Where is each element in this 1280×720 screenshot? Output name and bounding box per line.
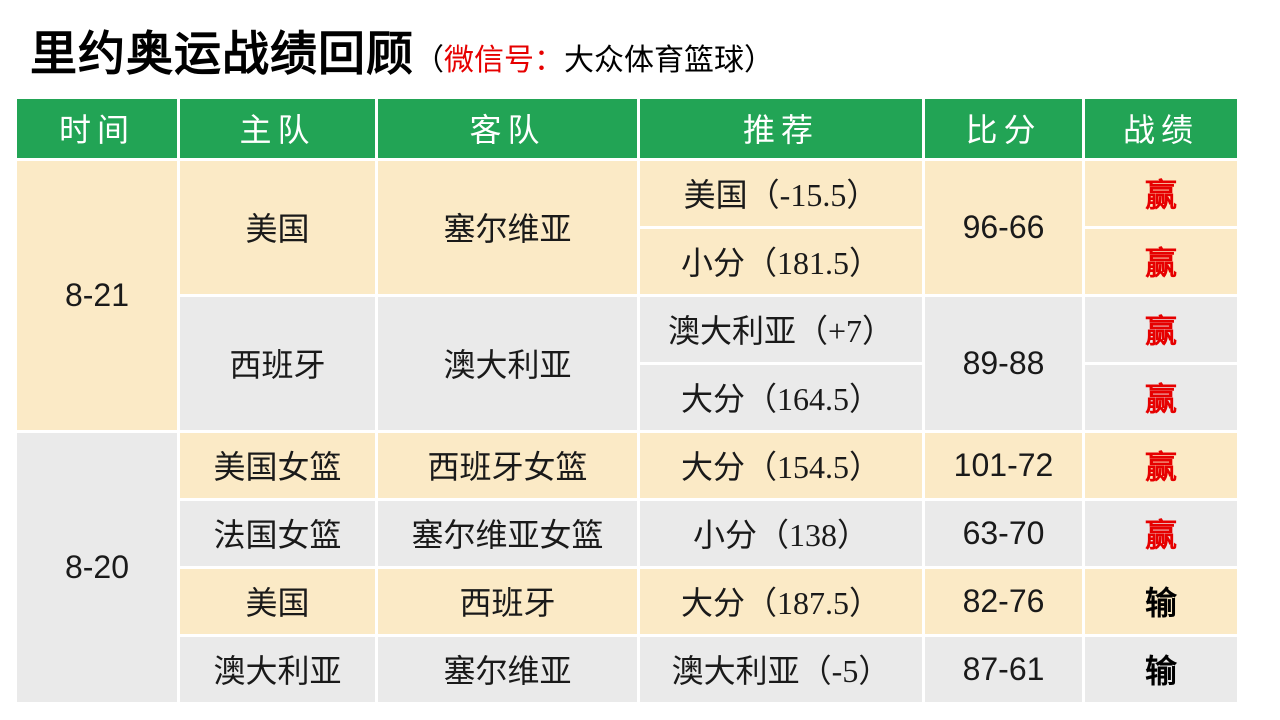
tip-cell: 澳大利亚（-5） [637,633,925,705]
away-cell: 澳大利亚 [375,293,640,433]
home-cell: 美国 [177,565,378,637]
page-title: 里约奥运战绩回顾（微信号：大众体育篮球） [30,29,1280,82]
result-cell: 赢 [1082,293,1240,365]
results-table: 时间 主队 客队 推荐 比分 战绩 8-21 美国 塞尔维亚 美国（-15.5）… [14,95,1240,705]
table-row: 西班牙 澳大利亚 澳大利亚（+7） 89-88 赢 [16,293,1240,433]
score-cell: 87-61 [922,633,1085,705]
title-main: 里约奥运战绩回顾 [30,29,414,81]
home-cell: 澳大利亚 [177,633,378,705]
table-row: 澳大利亚 塞尔维亚 澳大利亚（-5） 87-61 输 [16,633,1240,705]
score-cell: 101-72 [922,429,1085,501]
score-cell: 96-66 [922,157,1085,297]
away-cell: 西班牙 [375,565,640,637]
home-cell: 美国 [177,157,378,297]
wechat-value: 大众体育篮球 [564,44,744,77]
home-cell: 法国女篮 [177,497,378,569]
result-cell: 赢 [1082,429,1240,501]
header-cell-score: 比分 [922,95,1085,161]
home-cell: 西班牙 [177,293,378,433]
result-cell: 输 [1082,565,1240,637]
result-cell: 赢 [1082,225,1240,297]
result-cell: 赢 [1082,497,1240,569]
header-cell-home: 主队 [177,95,378,161]
wechat-label: 微信号： [444,44,564,77]
away-cell: 塞尔维亚 [375,633,640,705]
tip-cell: 澳大利亚（+7） [637,293,925,365]
away-cell: 塞尔维亚 [375,157,640,297]
header-cell-result: 战绩 [1082,95,1240,161]
tip-cell: 大分（187.5） [637,565,925,637]
time-cell: 8-20 [14,429,180,705]
time-cell: 8-21 [14,157,180,433]
result-cell: 输 [1082,633,1240,705]
table-row: 小分（181.5） 赢 [16,225,1240,297]
table-row: 美国 西班牙 大分（187.5） 82-76 输 [16,565,1240,637]
tip-cell: 小分（138） [637,497,925,569]
table-row: 大分（164.5） 赢 [16,361,1240,433]
away-cell: 塞尔维亚女篮 [375,497,640,569]
away-cell: 西班牙女篮 [375,429,640,501]
title-subtitle: （微信号：大众体育篮球） [414,44,774,77]
header-cell-tip: 推荐 [637,95,925,161]
tip-cell: 大分（154.5） [637,429,925,501]
score-cell: 89-88 [922,293,1085,433]
header-row: 时间 主队 客队 推荐 比分 战绩 [14,95,1240,161]
subtitle-open-paren: （ [414,44,444,77]
header-cell-away: 客队 [375,95,640,161]
result-cell: 赢 [1082,361,1240,433]
table-row: 法国女篮 塞尔维亚女篮 小分（138） 63-70 赢 [16,497,1240,569]
table-row: 8-21 美国 塞尔维亚 美国（-15.5） 96-66 赢 [14,157,1240,433]
tip-cell: 大分（164.5） [637,361,925,433]
tip-cell: 美国（-15.5） [637,157,925,229]
tip-cell: 小分（181.5） [637,225,925,297]
table-row: 8-20 美国女篮 西班牙女篮 大分（154.5） 101-72 赢 [14,429,1240,705]
header-cell-time: 时间 [14,95,180,161]
home-cell: 美国女篮 [177,429,378,501]
subtitle-close-paren: ） [744,44,774,77]
result-cell: 赢 [1082,157,1240,229]
score-cell: 63-70 [922,497,1085,569]
score-cell: 82-76 [922,565,1085,637]
